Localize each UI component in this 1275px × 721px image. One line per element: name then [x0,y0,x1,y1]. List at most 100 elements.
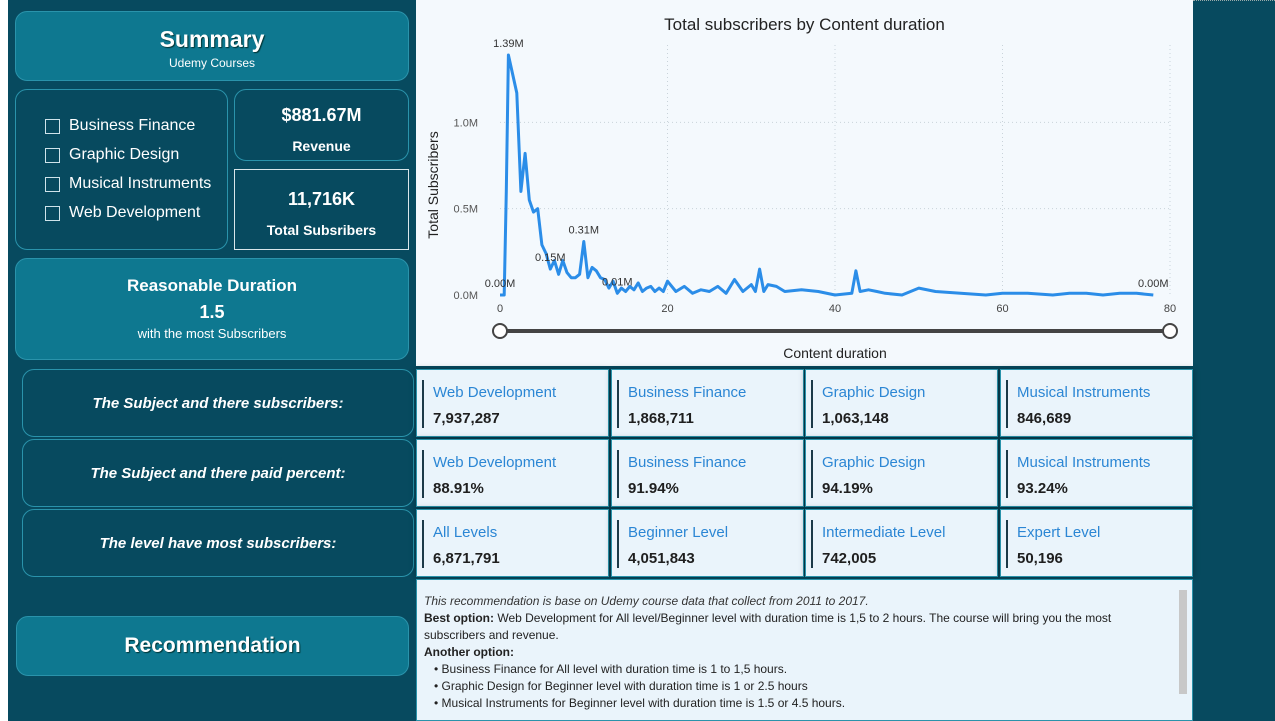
tile-value: 50,196 [1017,550,1063,567]
data-label: 0.00M [485,278,516,290]
tile-accent-bar [1006,450,1008,498]
tile-value: 7,937,287 [433,410,500,427]
line-chart[interactable]: 0.0M 0.5M 1.0M 0 20 40 60 80 1.39M 0.31M 0.15M 0.00… [416,0,1193,366]
slicer-item-label: Musical Instruments [69,175,212,192]
tile-accent-bar [422,380,424,428]
tile-label: Graphic Design [822,454,926,471]
slicer-item-business-finance[interactable]: Business Finance [45,117,195,135]
recommendation-button[interactable]: Recommendation [16,616,409,676]
best-option-label: Best option: [424,611,494,625]
tile-paid-business-finance[interactable]: Business Finance 91.94% [611,439,804,507]
tile-accent-bar [617,520,619,568]
subject-slicer: Business Finance Graphic Design Musical … [15,89,228,250]
y-axis-label: Total Subscribers [425,131,441,238]
revenue-value: $881.67M [281,105,362,125]
summary-card: Summary Udemy Courses [15,11,409,81]
data-label: 0.31M [568,224,599,236]
tile-level-all-levels[interactable]: All Levels 6,871,791 [416,509,609,577]
tile-label: Web Development [433,454,557,471]
top-divider [1193,0,1275,2]
tile-value: 846,689 [1017,410,1072,427]
tile-paid-musical-instruments[interactable]: Musical Instruments 93.24% [1000,439,1193,507]
row-label-level-subscribers: The level have most subscribers: [22,509,414,577]
subscribers-card: 11,716K Total Subsribers [234,169,409,250]
y-tick-label: 0.0M [454,290,478,302]
tile-paid-web-development[interactable]: Web Development 88.91% [416,439,609,507]
row-label-subject-subscribers: The Subject and there subscribers: [22,369,414,437]
tile-label: Graphic Design [822,384,926,401]
slicer-item-web-development[interactable]: Web Development [45,204,200,222]
range-slider-handle-end[interactable] [1162,323,1178,339]
duration-card: Reasonable Duration 1.5 with the most Su… [15,258,409,360]
tile-accent-bar [617,450,619,498]
tile-label: Business Finance [628,384,747,401]
best-option: Best option: Web Development for All lev… [424,610,1162,644]
range-slider-handle-start[interactable] [492,323,508,339]
x-tick-label: 20 [661,303,673,315]
tile-label: Musical Instruments [1017,384,1151,401]
chart-panel: Total subscribers by Content duration 0.… [416,0,1193,366]
checkbox-icon[interactable] [45,176,60,192]
tile-level-beginner[interactable]: Beginner Level 4,051,843 [611,509,804,577]
row-label-subject-paid-percent: The Subject and there paid percent: [22,439,414,507]
tile-label: Expert Level [1017,524,1101,541]
tile-subscribers-web-development[interactable]: Web Development 7,937,287 [416,369,609,437]
tile-subscribers-musical-instruments[interactable]: Musical Instruments 846,689 [1000,369,1193,437]
tile-level-intermediate[interactable]: Intermediate Level 742,005 [805,509,998,577]
data-label: 0.01M [602,276,633,288]
tile-value: 1,868,711 [628,410,694,427]
another-option-label: Another option: [424,645,514,659]
tile-accent-bar [811,380,813,428]
checkbox-icon[interactable] [45,147,60,163]
tile-label: Business Finance [628,454,747,471]
revenue-card: $881.67M Revenue [234,89,409,161]
tile-value: 742,005 [822,550,877,567]
recommendation-button-label: Recommendation [124,634,301,657]
series-line [500,53,1154,297]
data-label: 0.00M [1138,278,1169,290]
slicer-item-label: Web Development [69,204,201,221]
best-option-text: Web Development for All level/Beginner l… [424,611,1112,642]
chart-title: Total subscribers by Content duration [664,15,945,34]
option-list: Business Finance for All level with dura… [424,661,1162,712]
slicer-item-musical-instruments[interactable]: Musical Instruments [45,175,211,193]
tile-accent-bar [811,520,813,568]
tile-value: 93.24% [1017,480,1068,497]
tile-label: Beginner Level [628,524,729,541]
slicer-item-label: Business Finance [69,117,196,134]
slicer-item-graphic-design[interactable]: Graphic Design [45,146,179,164]
checkbox-icon[interactable] [45,205,60,221]
tile-value: 94.19% [822,480,873,497]
tile-accent-bar [1006,520,1008,568]
revenue-label: Revenue [292,138,351,154]
tile-label: All Levels [433,524,498,541]
tile-label: Musical Instruments [1017,454,1151,471]
tile-value: 6,871,791 [433,550,500,567]
x-axis-label: Content duration [783,345,887,361]
x-tick-label: 80 [1164,303,1176,315]
y-tick-label: 0.5M [454,204,478,216]
x-tick-label: 0 [497,303,503,315]
tile-accent-bar [811,450,813,498]
duration-caption: with the most Subscribers [137,326,287,341]
tile-value: 91.94% [628,480,679,497]
option-item: Graphic Design for Beginner level with d… [434,678,1162,695]
tile-subscribers-graphic-design[interactable]: Graphic Design 1,063,148 [805,369,998,437]
tile-level-expert[interactable]: Expert Level 50,196 [1000,509,1193,577]
subscribers-value: 11,716K [287,189,356,209]
tile-accent-bar [617,380,619,428]
subscribers-label: Total Subsribers [266,222,377,238]
tile-value: 88.91% [433,480,484,497]
data-label: 0.15M [535,252,566,264]
data-label: 1.39M [493,38,524,50]
tile-paid-graphic-design[interactable]: Graphic Design 94.19% [805,439,998,507]
duration-title: Reasonable Duration [126,276,298,295]
option-item: Musical Instruments for Beginner level w… [434,695,1162,712]
tile-subscribers-business-finance[interactable]: Business Finance 1,868,711 [611,369,804,437]
tile-value: 1,063,148 [822,410,889,427]
recommendation-text-box: This recommendation is base on Udemy cou… [416,579,1193,721]
duration-value: 1.5 [199,302,225,322]
option-item: Business Finance for All level with dura… [434,661,1162,678]
scrollbar[interactable] [1179,590,1187,694]
checkbox-icon[interactable] [45,118,60,134]
